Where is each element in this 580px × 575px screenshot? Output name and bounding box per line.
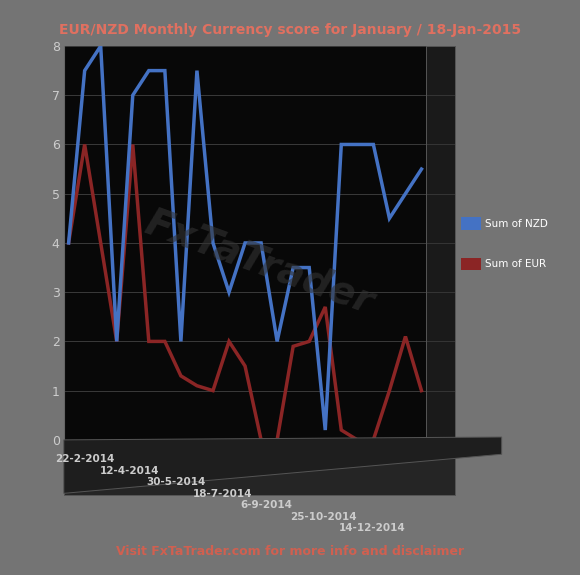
Text: Sum of EUR: Sum of EUR — [485, 259, 546, 269]
Text: 12-4-2014: 12-4-2014 — [100, 466, 160, 476]
Text: Sum of NZD: Sum of NZD — [485, 218, 548, 229]
Text: 14-12-2014: 14-12-2014 — [339, 523, 406, 533]
Text: 30-5-2014: 30-5-2014 — [147, 477, 206, 487]
Text: EUR/NZD Monthly Currency score for January / 18-Jan-2015: EUR/NZD Monthly Currency score for Janua… — [59, 23, 521, 37]
Text: Visit FxTaTrader.com for more info and disclaimer: Visit FxTaTrader.com for more info and d… — [116, 545, 464, 558]
Text: 6-9-2014: 6-9-2014 — [241, 500, 293, 510]
Text: FxTaTrader: FxTaTrader — [140, 204, 379, 321]
Text: 25-10-2014: 25-10-2014 — [290, 512, 357, 522]
Text: 22-2-2014: 22-2-2014 — [55, 454, 114, 464]
Polygon shape — [64, 437, 502, 493]
Text: 18-7-2014: 18-7-2014 — [193, 489, 253, 499]
